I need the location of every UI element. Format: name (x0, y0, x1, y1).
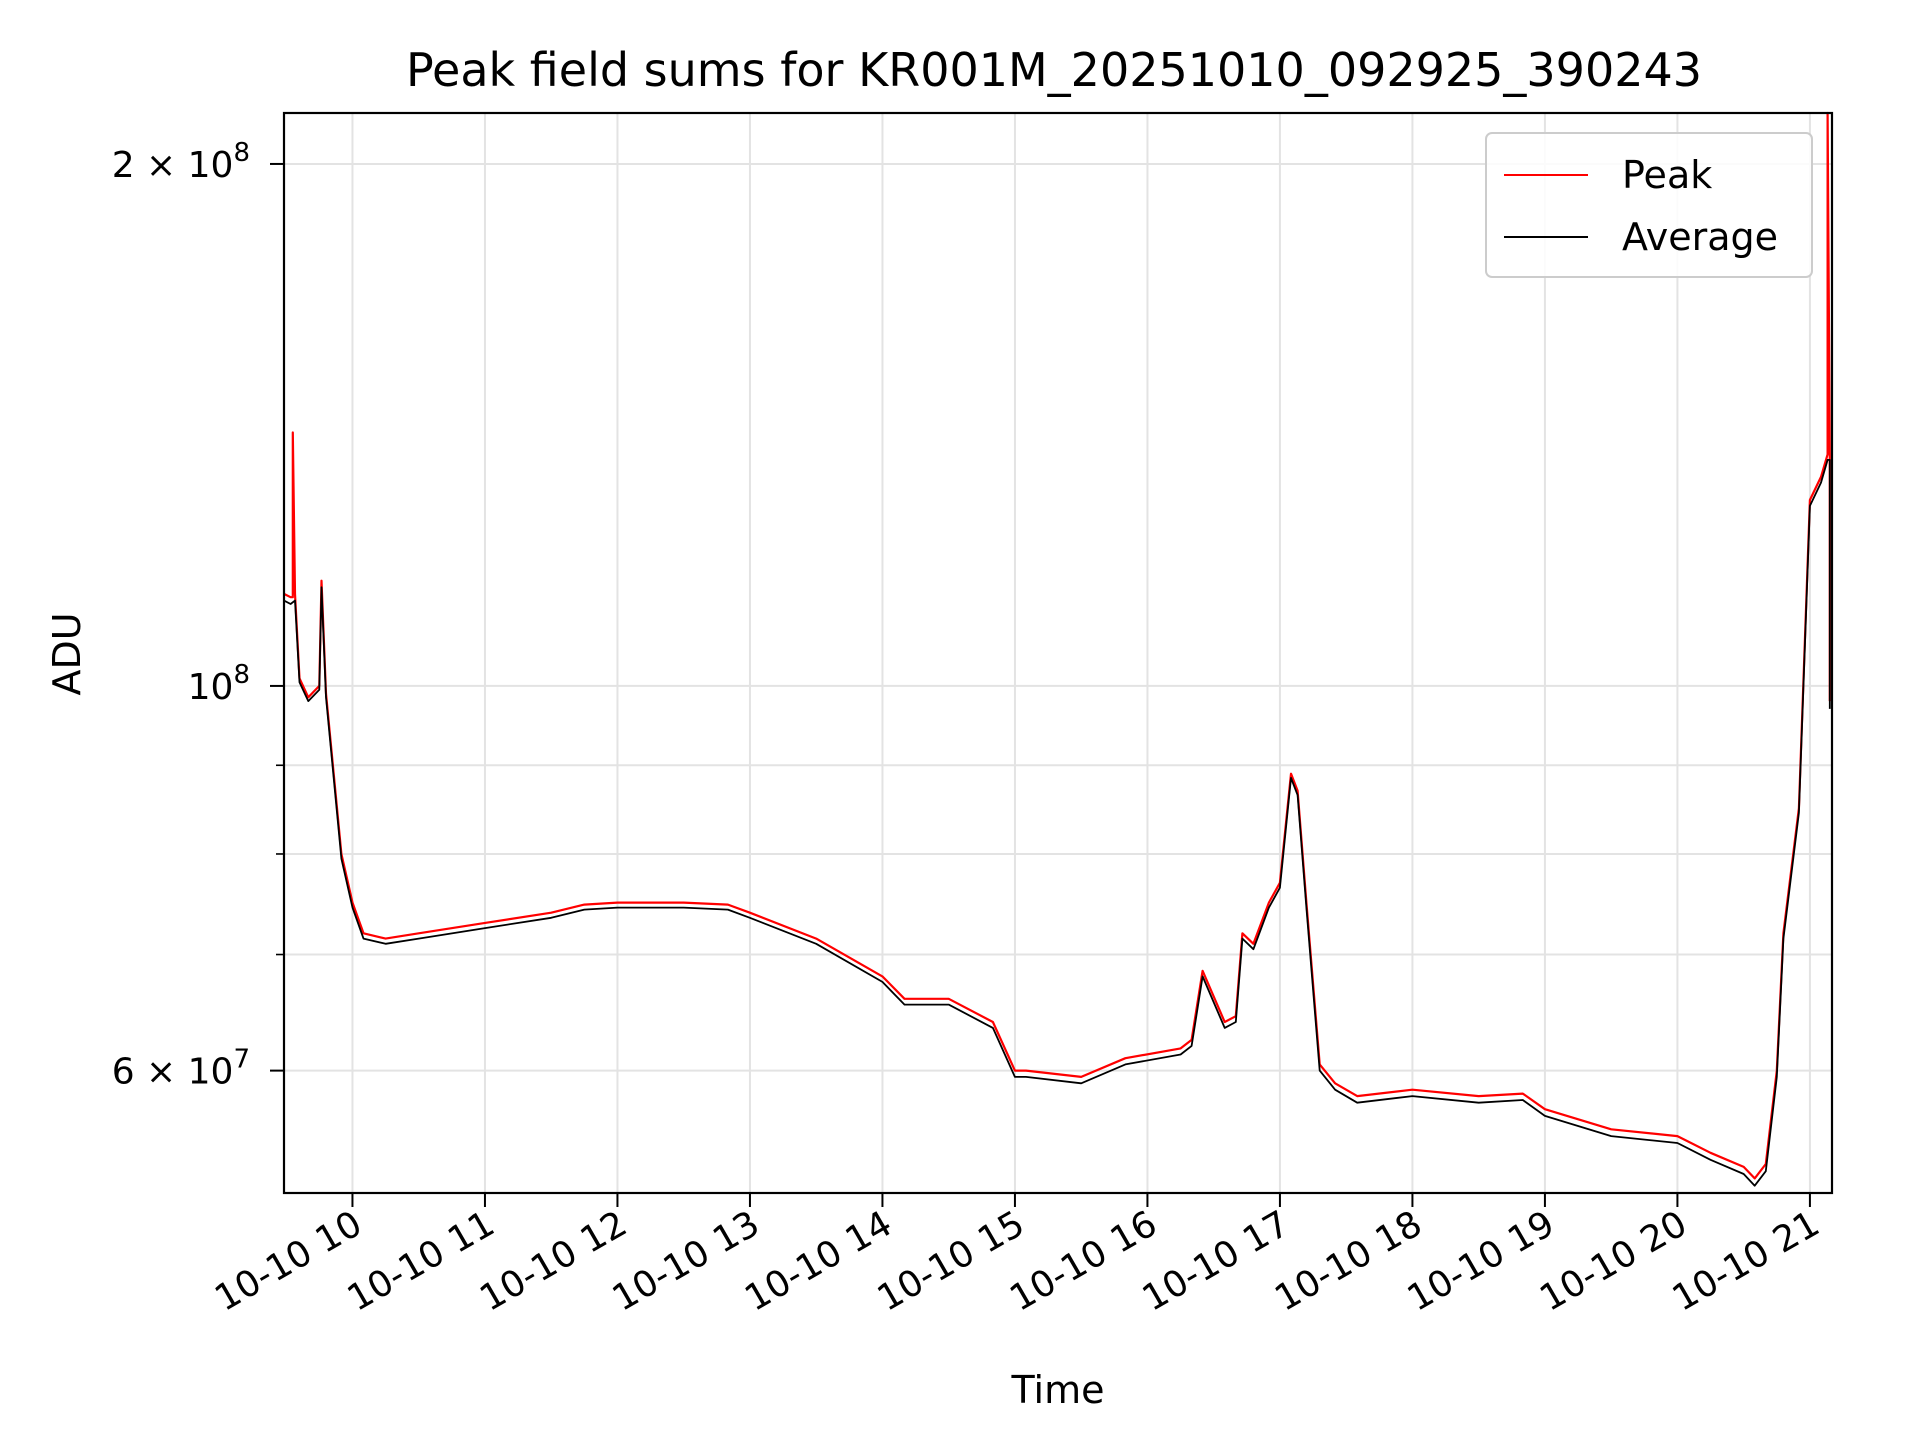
x-axis-label: Time (1011, 1368, 1105, 1412)
y-tick-label: 2 × 108 (112, 138, 250, 186)
y-tick-label-exponent: 8 (233, 660, 250, 690)
series-line-average (283, 458, 1831, 1187)
plot-frame (282, 111, 1834, 1195)
grid (284, 113, 1832, 1193)
legend-box (1485, 132, 1813, 278)
series-lines (283, 111, 1831, 1187)
y-tick-label-base: 10 (188, 667, 234, 708)
y-axis-label: ADU (45, 612, 89, 695)
y-tick-label-base: 6 × 10 (112, 1052, 234, 1093)
y-tick-label-base: 2 × 10 (112, 145, 234, 186)
y-tick-label-exponent: 8 (233, 138, 250, 168)
series-line-peak (283, 111, 1831, 1180)
legend: Peak Average (1485, 132, 1813, 278)
y-tick-label-exponent: 7 (233, 1045, 250, 1075)
y-tick-label: 6 × 107 (112, 1045, 250, 1093)
y-tick-label: 108 (188, 660, 250, 708)
legend-label: Peak (1622, 153, 1712, 197)
legend-label: Average (1622, 215, 1778, 259)
chart-title: Peak field sums for KR001M_20251010_0929… (406, 43, 1702, 97)
